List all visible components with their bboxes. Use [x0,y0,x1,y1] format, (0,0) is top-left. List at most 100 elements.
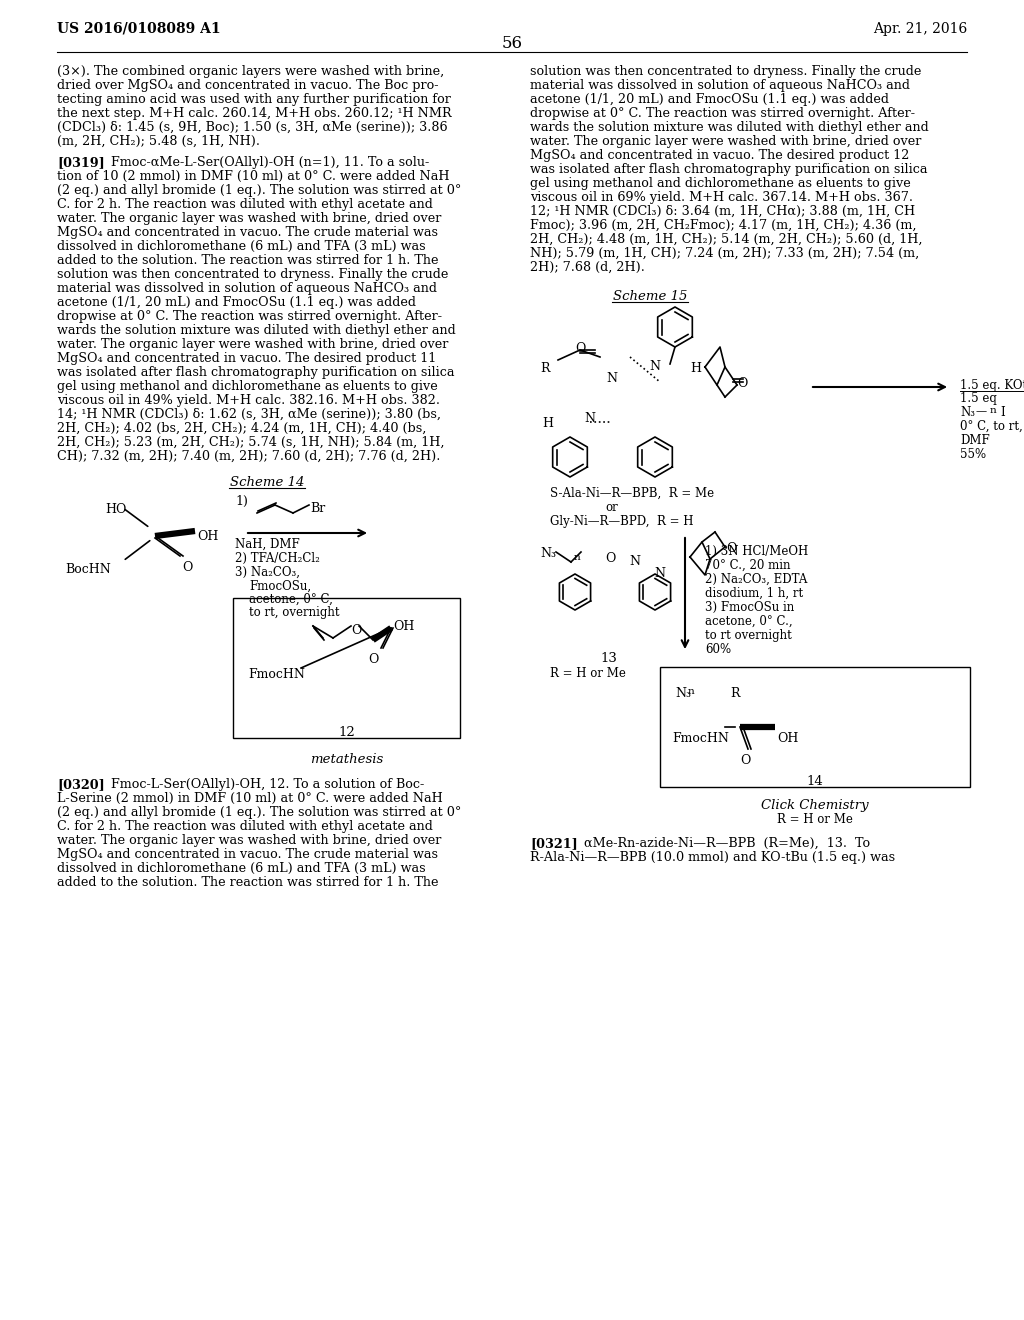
Text: viscous oil in 49% yield. M+H calc. 382.16. M+H obs. 382.: viscous oil in 49% yield. M+H calc. 382.… [57,393,440,407]
Text: 2H); 7.68 (d, 2H).: 2H); 7.68 (d, 2H). [530,261,645,275]
Bar [660,667,970,787]
Text: Apr. 21, 2016: Apr. 21, 2016 [872,22,967,36]
Text: Gly-Ni—R—BPD,  R = H: Gly-Ni—R—BPD, R = H [550,515,693,528]
Text: Br: Br [310,503,326,516]
Text: 70° C., 20 min: 70° C., 20 min [705,558,791,572]
Text: Fmoc); 3.96 (m, 2H, CH₂Fmoc); 4.17 (m, 1H, CH₂); 4.36 (m,: Fmoc); 3.96 (m, 2H, CH₂Fmoc); 4.17 (m, 1… [530,219,916,232]
Text: αMe-Rn-azide-Ni—R—BPB  (R=Me),  13.  To: αMe-Rn-azide-Ni—R—BPB (R=Me), 13. To [572,837,870,850]
Text: 2H, CH₂); 4.02 (bs, 2H, CH₂); 4.24 (m, 1H, CH); 4.40 (bs,: 2H, CH₂); 4.02 (bs, 2H, CH₂); 4.24 (m, 1… [57,422,426,436]
Text: solution was then concentrated to dryness. Finally the crude: solution was then concentrated to drynes… [57,268,449,281]
Text: tecting amino acid was used with any further purification for: tecting amino acid was used with any fur… [57,92,451,106]
Text: material was dissolved in solution of aqueous NaHCO₃ and: material was dissolved in solution of aq… [57,282,437,294]
Text: HO: HO [105,503,126,516]
Text: S-Ala-Ni—R—BPB,  R = Me: S-Ala-Ni—R—BPB, R = Me [550,487,714,500]
Text: MgSO₄ and concentrated in vacuo. The desired product 11: MgSO₄ and concentrated in vacuo. The des… [57,352,436,366]
Text: dried over MgSO₄ and concentrated in vacuo. The Boc pro-: dried over MgSO₄ and concentrated in vac… [57,79,438,92]
Text: 13: 13 [600,652,616,665]
Text: tion of 10 (2 mmol) in DMF (10 ml) at 0° C. were added NaH: tion of 10 (2 mmol) in DMF (10 ml) at 0°… [57,170,450,183]
Text: —: — [976,407,987,416]
Text: FmocOSu,: FmocOSu, [249,579,311,593]
Text: 2H, CH₂); 4.48 (m, 1H, CH₂); 5.14 (m, 2H, CH₂); 5.60 (d, 1H,: 2H, CH₂); 4.48 (m, 1H, CH₂); 5.14 (m, 2H… [530,234,923,246]
Text: acetone, 0° C.,: acetone, 0° C., [705,615,793,628]
Text: R = H or Me: R = H or Me [777,813,853,826]
Text: dropwise at 0° C. The reaction was stirred overnight. After-: dropwise at 0° C. The reaction was stirr… [530,107,915,120]
Text: 2H, CH₂); 5.23 (m, 2H, CH₂); 5.74 (s, 1H, NH); 5.84 (m, 1H,: 2H, CH₂); 5.23 (m, 2H, CH₂); 5.74 (s, 1H… [57,436,444,449]
Text: O: O [726,543,736,554]
Text: N: N [630,554,640,568]
Text: R = H or Me: R = H or Me [550,667,626,680]
Text: DMF: DMF [961,434,990,447]
Text: (2 eq.) and allyl bromide (1 eq.). The solution was stirred at 0°: (2 eq.) and allyl bromide (1 eq.). The s… [57,183,462,197]
Text: was isolated after flash chromatography purification on silica: was isolated after flash chromatography … [530,162,928,176]
Text: H: H [690,362,701,375]
Text: Fmoc-L-Ser(OAllyl)-OH, 12. To a solution of Boc-: Fmoc-L-Ser(OAllyl)-OH, 12. To a solution… [99,777,424,791]
Text: R: R [730,686,739,700]
Text: MgSO₄ and concentrated in vacuo. The desired product 12: MgSO₄ and concentrated in vacuo. The des… [530,149,909,162]
Text: L-Serine (2 mmol) in DMF (10 ml) at 0° C. were added NaH: L-Serine (2 mmol) in DMF (10 ml) at 0° C… [57,792,442,805]
Text: FmocHN: FmocHN [248,668,305,681]
Text: wards the solution mixture was diluted with diethyl ether and: wards the solution mixture was diluted w… [57,323,456,337]
Text: [0319]: [0319] [57,156,104,169]
Text: N: N [649,360,660,374]
Text: NaH, DMF: NaH, DMF [234,539,300,550]
Text: metathesis: metathesis [310,752,383,766]
Text: O: O [739,754,751,767]
Text: C. for 2 h. The reaction was diluted with ethyl acetate and: C. for 2 h. The reaction was diluted wit… [57,820,433,833]
Text: NH); 5.79 (m, 1H, CH); 7.24 (m, 2H); 7.33 (m, 2H); 7.54 (m,: NH); 5.79 (m, 1H, CH); 7.24 (m, 2H); 7.3… [530,247,920,260]
Text: dissolved in dichloromethane (6 mL) and TFA (3 mL) was: dissolved in dichloromethane (6 mL) and … [57,240,426,253]
Text: viscous oil in 69% yield. M+H calc. 367.14. M+H obs. 367.: viscous oil in 69% yield. M+H calc. 367.… [530,191,913,205]
Text: was isolated after flash chromatography purification on silica: was isolated after flash chromatography … [57,366,455,379]
Text: (2 eq.) and allyl bromide (1 eq.). The solution was stirred at 0°: (2 eq.) and allyl bromide (1 eq.). The s… [57,807,462,818]
Text: O: O [574,342,585,355]
Text: 1.5 eq. KOtBu: 1.5 eq. KOtBu [961,379,1024,392]
Text: or: or [605,502,617,513]
Text: water. The organic layer were washed with brine, dried over: water. The organic layer were washed wit… [530,135,922,148]
Text: 55%: 55% [961,447,986,461]
Text: N₃: N₃ [675,686,691,700]
Text: 14: 14 [807,775,823,788]
Text: 56: 56 [502,36,522,51]
Text: N: N [654,568,666,579]
Text: OH: OH [197,529,218,543]
Text: water. The organic layer was washed with brine, dried over: water. The organic layer was washed with… [57,213,441,224]
Text: 1) 3N HCl/MeOH: 1) 3N HCl/MeOH [705,545,808,558]
Text: O: O [182,561,193,574]
Text: O: O [605,552,615,565]
Text: 1.5 eq: 1.5 eq [961,392,997,405]
Text: N₃: N₃ [961,407,975,418]
Text: solution was then concentrated to dryness. Finally the crude: solution was then concentrated to drynes… [530,65,922,78]
Text: 0° C, to rt, 1 h: 0° C, to rt, 1 h [961,420,1024,433]
Text: n: n [574,553,581,561]
Text: US 2016/0108089 A1: US 2016/0108089 A1 [57,22,220,36]
Text: disodium, 1 h, rt: disodium, 1 h, rt [705,587,803,601]
Text: N: N [606,372,617,385]
Text: n: n [990,407,996,414]
Text: (3×). The combined organic layers were washed with brine,: (3×). The combined organic layers were w… [57,65,444,78]
Text: n: n [688,688,694,697]
Text: gel using methanol and dichloromethane as eluents to give: gel using methanol and dichloromethane a… [57,380,437,393]
Text: 3) FmocOSu in: 3) FmocOSu in [705,601,795,614]
Text: I: I [1000,407,1005,418]
Text: gel using methanol and dichloromethane as eluents to give: gel using methanol and dichloromethane a… [530,177,910,190]
Bar [233,598,460,738]
Text: Click Chemistry: Click Chemistry [761,799,868,812]
Text: acetone (1/1, 20 mL) and FmocOSu (1.1 eq.) was added: acetone (1/1, 20 mL) and FmocOSu (1.1 eq… [530,92,889,106]
Text: C. for 2 h. The reaction was diluted with ethyl acetate and: C. for 2 h. The reaction was diluted wit… [57,198,433,211]
Text: N₃: N₃ [540,546,556,560]
Text: Scheme 14: Scheme 14 [229,477,304,488]
Text: H: H [542,417,553,430]
Text: O: O [351,624,361,638]
Text: to rt overnight: to rt overnight [705,630,792,642]
Text: [0321]: [0321] [530,837,578,850]
Text: acetone (1/1, 20 mL) and FmocOSu (1.1 eq.) was added: acetone (1/1, 20 mL) and FmocOSu (1.1 eq… [57,296,416,309]
Text: dissolved in dichloromethane (6 mL) and TFA (3 mL) was: dissolved in dichloromethane (6 mL) and … [57,862,426,875]
Text: O: O [737,378,748,389]
Text: BocHN: BocHN [65,564,111,576]
Text: MgSO₄ and concentrated in vacuo. The crude material was: MgSO₄ and concentrated in vacuo. The cru… [57,226,438,239]
Text: water. The organic layer was washed with brine, dried over: water. The organic layer was washed with… [57,834,441,847]
Text: 2) Na₂CO₃, EDTA: 2) Na₂CO₃, EDTA [705,573,807,586]
Text: (CDCl₃) δ: 1.45 (s, 9H, Boc); 1.50 (s, 3H, αMe (serine)); 3.86: (CDCl₃) δ: 1.45 (s, 9H, Boc); 1.50 (s, 3… [57,121,447,135]
Text: added to the solution. The reaction was stirred for 1 h. The: added to the solution. The reaction was … [57,876,438,888]
Text: dropwise at 0° C. The reaction was stirred overnight. After-: dropwise at 0° C. The reaction was stirr… [57,310,442,323]
Text: OH: OH [393,619,415,632]
